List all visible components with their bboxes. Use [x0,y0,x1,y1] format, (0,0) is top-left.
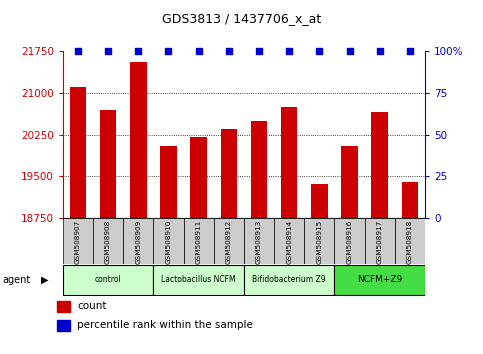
Text: ▶: ▶ [41,275,49,285]
Bar [341,145,358,218]
Bar [63,265,154,295]
Text: GSM508917: GSM508917 [377,220,383,264]
Bar [123,218,154,264]
Text: GSM508907: GSM508907 [75,220,81,264]
Text: GSM508918: GSM508918 [407,220,413,264]
Bar [311,184,327,218]
Text: GSM508913: GSM508913 [256,220,262,264]
Text: GSM508912: GSM508912 [226,220,232,264]
Bar [334,265,425,295]
Point [315,48,323,54]
Bar [274,218,304,264]
Point [285,48,293,54]
Text: Bifidobacterium Z9: Bifidobacterium Z9 [253,275,326,284]
Text: Lactobacillus NCFM: Lactobacillus NCFM [161,275,236,284]
Bar [244,218,274,264]
Bar [154,265,244,295]
Bar [281,107,298,218]
Point [255,48,263,54]
Bar [130,62,146,218]
Point [165,48,172,54]
Text: GSM508908: GSM508908 [105,220,111,264]
Text: agent: agent [2,275,30,285]
Bar [57,320,70,331]
Text: GSM508914: GSM508914 [286,220,292,264]
Text: GDS3813 / 1437706_x_at: GDS3813 / 1437706_x_at [162,12,321,25]
Text: NCFM+Z9: NCFM+Z9 [357,275,402,284]
Point [376,48,384,54]
Text: percentile rank within the sample: percentile rank within the sample [77,320,253,330]
Bar [365,218,395,264]
Bar [395,218,425,264]
Point [346,48,354,54]
Bar [154,218,184,264]
Bar [402,182,418,218]
Bar [334,218,365,264]
Text: control: control [95,275,121,284]
Point [74,48,82,54]
Bar [190,137,207,218]
Bar [57,301,70,312]
Bar [213,218,244,264]
Bar [244,265,334,295]
Bar [184,218,213,264]
Text: GSM508910: GSM508910 [166,220,171,264]
Point [195,48,202,54]
Text: GSM508911: GSM508911 [196,220,201,264]
Bar [63,218,93,264]
Bar [70,87,86,218]
Bar [371,112,388,218]
Bar [221,129,237,218]
Bar [251,121,267,218]
Point [104,48,112,54]
Bar [160,145,177,218]
Text: GSM508909: GSM508909 [135,220,141,264]
Text: GSM508915: GSM508915 [316,220,322,264]
Point [406,48,414,54]
Point [225,48,233,54]
Point [134,48,142,54]
Text: count: count [77,302,107,312]
Bar [304,218,334,264]
Bar [93,218,123,264]
Text: GSM508916: GSM508916 [347,220,353,264]
Bar [100,110,116,218]
